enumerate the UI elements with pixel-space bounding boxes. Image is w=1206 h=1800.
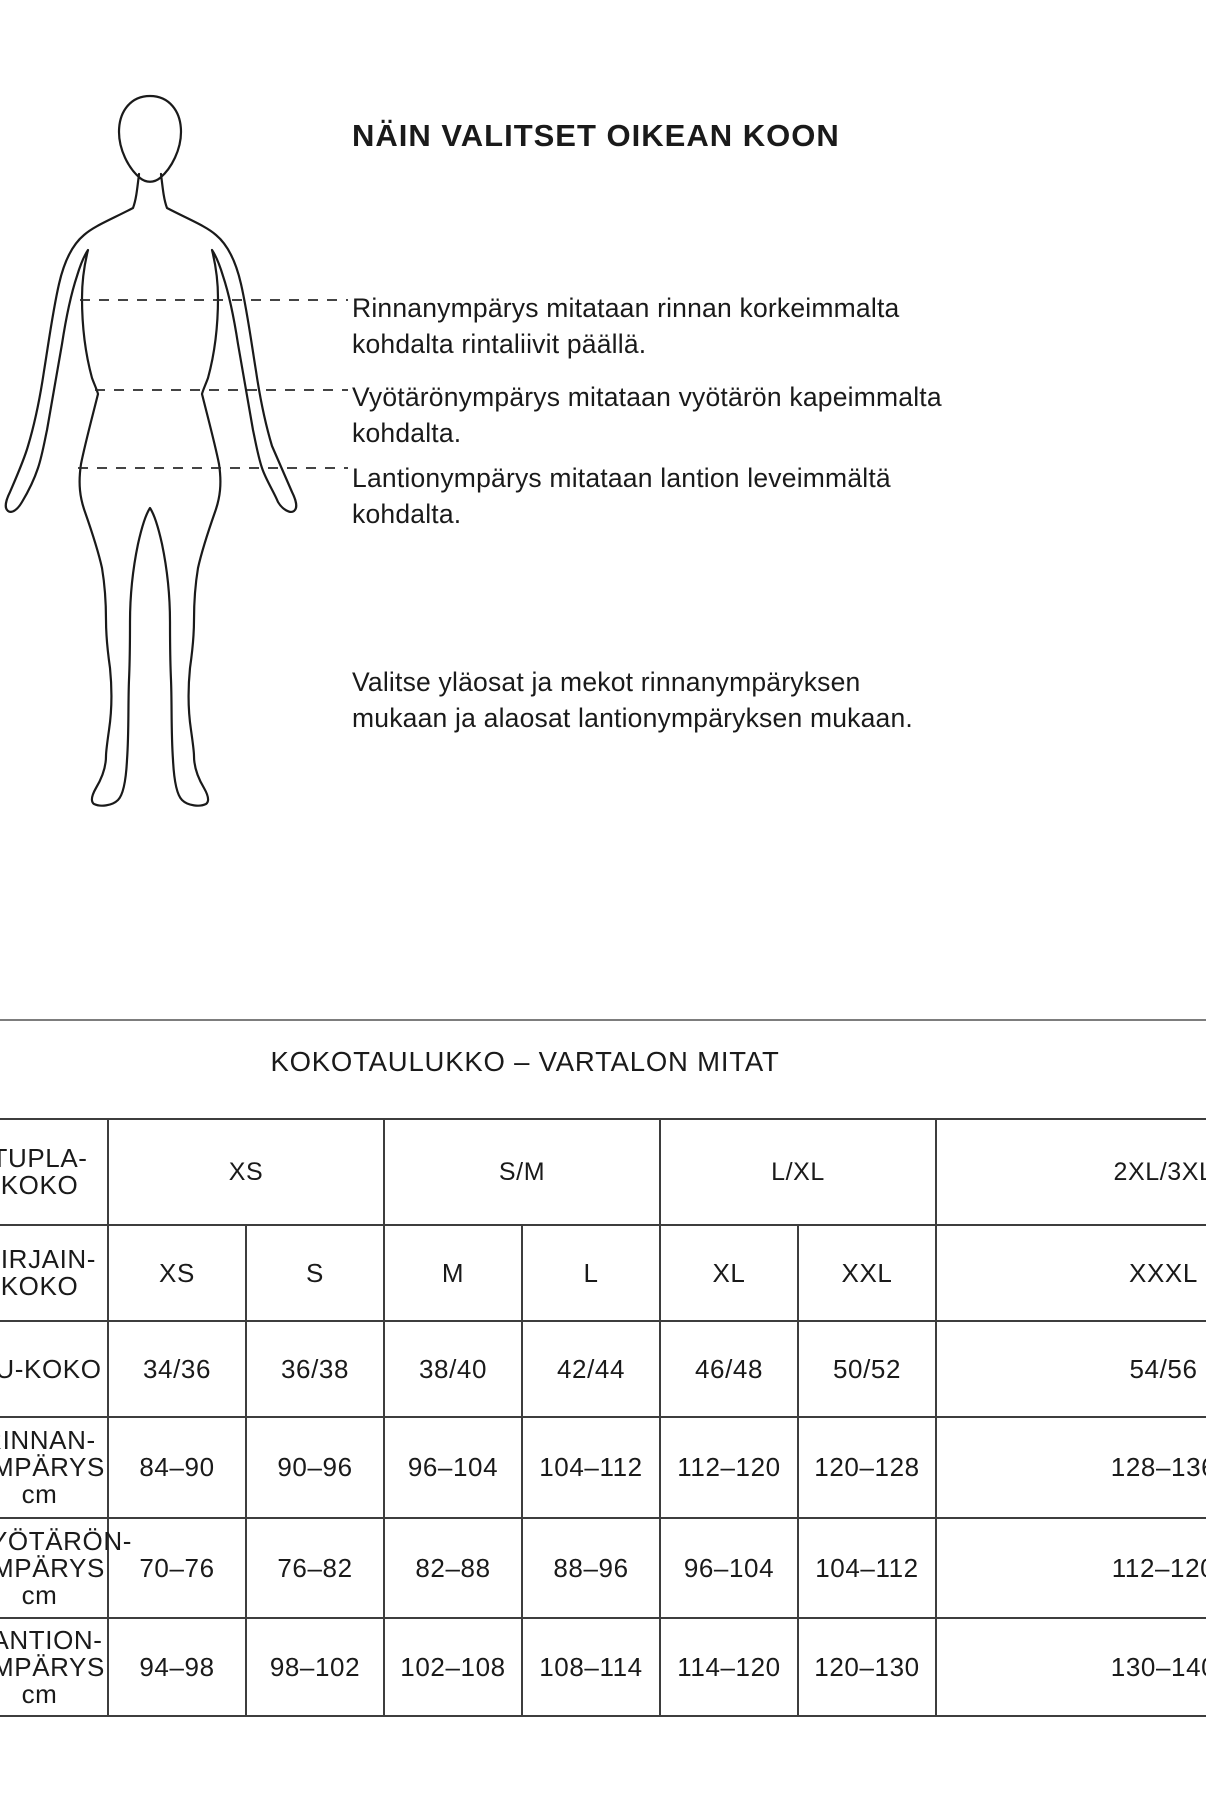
size-cell: 88–96 [521,1517,661,1619]
label-line: KOKO [0,1170,79,1200]
label-line: cm [21,1479,58,1509]
size-cell: S/M [383,1118,661,1226]
instruction-waist-line2: kohdalta. [352,418,462,448]
row-eu-size-label: EU-KOKO [0,1320,109,1418]
size-cell: M [383,1224,523,1322]
size-table-region: TUPLA- KOKO XS S/M L/XL 2XL/3XL KIRJAIN-… [0,1118,1206,1717]
row-double-size-label: TUPLA- KOKO [0,1118,109,1226]
size-cell: 96–104 [383,1416,523,1519]
size-cell: 76–82 [245,1517,385,1619]
size-cell: 42/44 [521,1320,661,1418]
size-cell: 108–114 [521,1617,661,1717]
size-cell: 120–128 [797,1416,937,1519]
size-cell: 70–76 [107,1517,247,1619]
size-cell: 96–104 [659,1517,799,1619]
size-cell: 94–98 [107,1617,247,1717]
size-cell: 54/56 [935,1320,1206,1418]
instruction-hip-line1: Lantionympärys mitataan lantion leveimmä… [352,463,891,493]
size-cell: 34/36 [107,1320,247,1418]
size-cell: 104–112 [797,1517,937,1619]
label-line: cm [21,1579,58,1610]
size-cell: XXXL [935,1224,1206,1322]
size-cell: 114–120 [659,1617,799,1717]
label-line: VYÖTÄRÖN- [0,1525,132,1556]
label-line: YMPÄRYS [0,1452,105,1482]
instruction-hip: Lantionympärys mitataan lantion leveimmä… [352,460,891,532]
row-chest: RINNAN- YMPÄRYS cm 84–90 90–96 96–104 10… [0,1416,1206,1519]
label-line: LANTION- [0,1624,103,1655]
row-eu-size: EU-KOKO 34/36 36/38 38/40 42/44 46/48 50… [0,1320,1206,1418]
body-measurement-figure [4,94,348,807]
fit-note: Valitse yläosat ja mekot rinnanympärykse… [352,664,913,736]
size-cell: XXL [797,1224,937,1322]
page-title: NÄIN VALITSET OIKEAN KOON [352,118,840,153]
label-line: RINNAN- [0,1425,96,1455]
size-cell: L [521,1224,661,1322]
label-line: TUPLA- [0,1143,88,1173]
size-cell: XS [107,1224,247,1322]
row-waist-label: VYÖTÄRÖN- YMPÄRYS cm [0,1517,132,1619]
size-cell: 36/38 [245,1320,385,1418]
section-divider [0,1019,1206,1021]
row-chest-label: RINNAN- YMPÄRYS cm [0,1416,109,1519]
instruction-chest: Rinnanympärys mitataan rinnan korkeimmal… [352,290,899,362]
row-letter-size: KIRJAIN- KOKO XS S M L XL XXL XXXL [0,1224,1206,1322]
size-cell: L/XL [659,1118,937,1226]
fit-note-line1: Valitse yläosat ja mekot rinnanympärykse… [352,667,861,697]
fit-note-line2: mukaan ja alaosat lantionympäryksen muka… [352,703,913,733]
instruction-waist-line1: Vyötärönympärys mitataan vyötärön kapeim… [352,382,942,412]
instruction-hip-line2: kohdalta. [352,499,462,529]
label-line: YMPÄRYS [0,1552,105,1583]
size-cell: 98–102 [245,1617,385,1717]
size-cell: 130–140 [935,1617,1206,1717]
size-cell: 104–112 [521,1416,661,1519]
size-cell: 84–90 [107,1416,247,1519]
size-cell: 38/40 [383,1320,523,1418]
label-line: YMPÄRYS [0,1651,105,1682]
size-cell: 102–108 [383,1617,523,1717]
label-line: KIRJAIN- [0,1244,97,1274]
figure-head [117,94,183,183]
size-cell: 112–120 [935,1517,1206,1619]
instruction-chest-line1: Rinnanympärys mitataan rinnan korkeimmal… [352,293,900,323]
size-cell: 2XL/3XL [935,1118,1206,1226]
size-cell: S [245,1224,385,1322]
size-cell: 50/52 [797,1320,937,1418]
size-table: TUPLA- KOKO XS S/M L/XL 2XL/3XL KIRJAIN-… [0,1118,1206,1717]
row-hip: LANTION- YMPÄRYS cm 94–98 98–102 102–108… [0,1617,1206,1717]
row-hip-label: LANTION- YMPÄRYS cm [0,1617,109,1717]
label-line: KOKO [0,1271,79,1301]
size-cell: 112–120 [659,1416,799,1519]
figure-body [4,172,298,807]
size-cell: XL [659,1224,799,1322]
instruction-chest-line2: kohdalta rintaliivit päällä. [352,329,647,359]
size-table-title: KOKOTAULUKKO – VARTALON MITAT [270,1046,780,1077]
size-cell: XS [107,1118,385,1226]
size-cell: 120–130 [797,1617,937,1717]
size-cell: 82–88 [383,1517,523,1619]
row-waist: VYÖTÄRÖN- YMPÄRYS cm 70–76 76–82 82–88 8… [0,1517,1206,1619]
row-letter-size-label: KIRJAIN- KOKO [0,1224,109,1322]
size-cell: 128–136 [935,1416,1206,1519]
label-line: EU-KOKO [0,1353,102,1384]
size-cell: 90–96 [245,1416,385,1519]
instruction-waist: Vyötärönympärys mitataan vyötärön kapeim… [352,379,942,451]
size-cell: 46/48 [659,1320,799,1418]
row-double-size: TUPLA- KOKO XS S/M L/XL 2XL/3XL [0,1118,1206,1226]
label-line: cm [21,1678,58,1709]
